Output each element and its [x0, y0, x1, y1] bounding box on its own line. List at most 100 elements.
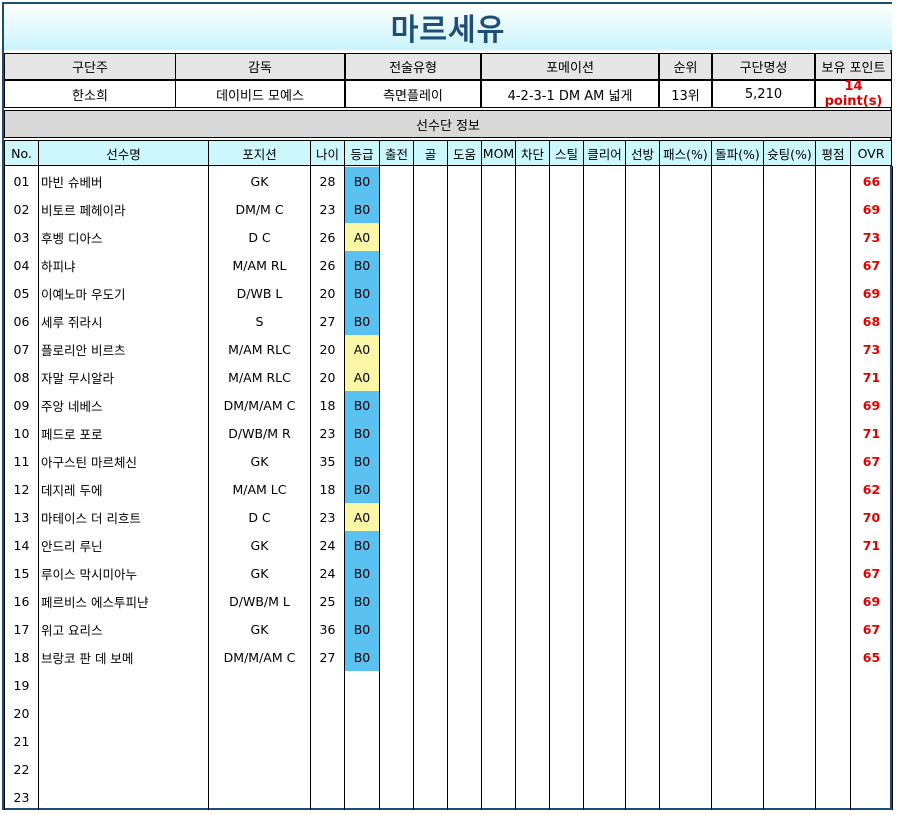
- player-position: GK: [250, 621, 269, 637]
- player-position: M/AM RLC: [228, 369, 291, 385]
- player-position: DM/M/AM C: [223, 649, 296, 665]
- player-grade-badge: A0: [345, 363, 379, 391]
- column-divider: [379, 166, 380, 810]
- player-ovr: 71: [862, 369, 881, 385]
- column-divider: [38, 166, 39, 810]
- player-position: D C: [248, 509, 271, 525]
- club-header-formation: 포메이션: [481, 53, 659, 80]
- player-age: 23: [319, 509, 336, 525]
- column-header-pass: 패스(%): [659, 140, 711, 166]
- table-row[interactable]: [5, 727, 891, 755]
- squad-section-title: 선수단 정보: [4, 110, 892, 138]
- player-age: 23: [319, 201, 336, 217]
- player-age: 24: [319, 565, 336, 581]
- column-header-no: No.: [4, 140, 38, 166]
- player-age: 25: [319, 593, 336, 609]
- player-grade-badge: B0: [345, 279, 379, 307]
- column-divider: [583, 166, 584, 810]
- player-name: 아구스틴 마르체신: [41, 454, 137, 470]
- club-value-tactic: 측면플레이: [345, 80, 481, 108]
- player-position: GK: [250, 173, 269, 189]
- player-position: D/WB L: [236, 285, 283, 301]
- player-position: DM/M/AM C: [223, 397, 296, 413]
- player-number: 02: [13, 201, 30, 217]
- club-header-reputation: 구단명성: [712, 53, 815, 80]
- table-row[interactable]: [5, 783, 891, 811]
- column-divider: [763, 166, 764, 810]
- club-header-manager: 감독: [175, 53, 345, 80]
- player-age: 20: [319, 285, 336, 301]
- player-number: 12: [13, 481, 30, 497]
- player-number: 06: [13, 313, 30, 329]
- player-number: 07: [13, 341, 30, 357]
- player-number: 23: [13, 789, 30, 805]
- player-name: 주앙 네베스: [41, 398, 103, 414]
- club-value-points: 14 point(s): [815, 79, 892, 109]
- player-name: 비토르 페헤이라: [41, 202, 126, 218]
- club-header-points: 보유 포인트: [815, 53, 892, 80]
- player-ovr: 62: [862, 481, 881, 497]
- player-age: 24: [319, 537, 336, 553]
- player-number: 18: [13, 649, 30, 665]
- player-grade-badge: B0: [345, 559, 379, 587]
- player-number: 15: [13, 565, 30, 581]
- player-name: 데지레 두에: [41, 482, 103, 498]
- column-header-goals: 골: [413, 140, 447, 166]
- player-name: 마빈 슈베버: [41, 174, 103, 190]
- table-row[interactable]: [5, 755, 891, 783]
- table-row[interactable]: [5, 699, 891, 727]
- column-header-steals: 스틸: [549, 140, 583, 166]
- player-grade-badge: B0: [345, 307, 379, 335]
- club-value-rank: 13위: [659, 80, 712, 108]
- player-grade-badge: B0: [345, 447, 379, 475]
- player-age: 26: [319, 257, 336, 273]
- player-age: 35: [319, 453, 336, 469]
- player-position: M/AM RL: [232, 257, 287, 273]
- player-position: M/AM RLC: [228, 341, 291, 357]
- player-position: M/AM LC: [232, 481, 287, 497]
- column-header-apps: 출전: [379, 140, 413, 166]
- player-ovr: 71: [862, 537, 881, 553]
- player-position: D C: [248, 229, 271, 245]
- player-grade-badge: A0: [345, 335, 379, 363]
- column-divider: [208, 166, 209, 810]
- column-header-mom: MOM: [481, 140, 515, 166]
- player-age: 28: [319, 173, 336, 189]
- player-position: DM/M C: [235, 201, 284, 217]
- player-name: 하피냐: [41, 258, 76, 274]
- player-number: 14: [13, 537, 30, 553]
- player-grade-badge: B0: [345, 615, 379, 643]
- player-ovr: 73: [862, 229, 881, 245]
- player-age: 20: [319, 369, 336, 385]
- player-name: 이예노마 우도기: [41, 286, 126, 302]
- player-age: 27: [319, 313, 336, 329]
- player-ovr: 67: [862, 565, 881, 581]
- player-number: 08: [13, 369, 30, 385]
- column-header-ovr: OVR: [850, 140, 892, 166]
- player-ovr: 67: [862, 257, 881, 273]
- player-number: 11: [13, 453, 30, 469]
- player-grade-badge: B0: [345, 643, 379, 671]
- player-grade-badge: B0: [345, 167, 379, 195]
- column-divider: [549, 166, 550, 810]
- player-position: GK: [250, 453, 269, 469]
- player-number: 22: [13, 761, 30, 777]
- player-name: 후벵 디아스: [41, 230, 103, 246]
- column-divider: [310, 166, 311, 810]
- column-header-saves: 선방: [625, 140, 659, 166]
- player-position: D/WB/M R: [228, 425, 291, 441]
- player-age: 36: [319, 621, 336, 637]
- column-divider: [815, 166, 816, 810]
- column-header-pos: 포지션: [208, 140, 310, 166]
- column-header-clears: 클리어: [583, 140, 625, 166]
- club-header-rank: 순위: [659, 53, 712, 80]
- table-row[interactable]: [5, 671, 891, 699]
- club-value-manager: 데이비드 모예스: [175, 80, 345, 108]
- column-divider: [625, 166, 626, 810]
- player-name: 페드로 포로: [41, 426, 103, 442]
- player-number: 01: [13, 173, 30, 189]
- column-header-name: 선수명: [38, 140, 208, 166]
- player-age: 18: [319, 481, 336, 497]
- column-divider: [481, 166, 482, 810]
- player-grade-badge: A0: [345, 223, 379, 251]
